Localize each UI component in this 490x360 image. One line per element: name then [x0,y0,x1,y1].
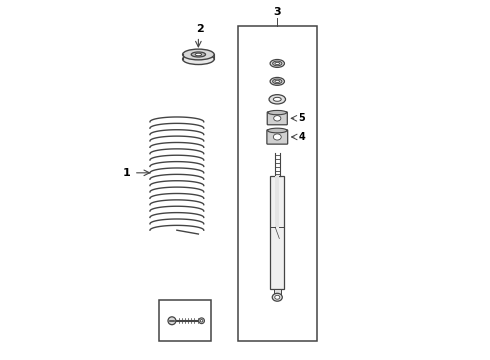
Ellipse shape [183,54,214,64]
Ellipse shape [275,80,280,82]
Ellipse shape [269,95,286,104]
FancyBboxPatch shape [267,112,287,125]
Ellipse shape [183,49,214,60]
Text: 4: 4 [298,132,305,142]
Text: 3: 3 [273,7,281,17]
Ellipse shape [273,97,281,101]
Ellipse shape [268,128,287,133]
Ellipse shape [274,116,281,121]
Ellipse shape [200,319,203,322]
Ellipse shape [275,62,280,64]
Ellipse shape [270,77,285,85]
Bar [159,300,211,341]
Ellipse shape [273,134,281,140]
Ellipse shape [199,318,204,324]
Ellipse shape [272,79,282,84]
Ellipse shape [275,295,280,299]
Ellipse shape [168,317,176,325]
Ellipse shape [191,52,205,57]
Text: 2: 2 [196,24,204,34]
Text: 5: 5 [298,113,305,123]
Ellipse shape [268,111,287,115]
Text: 1: 1 [122,168,130,178]
Bar [275,176,279,227]
FancyBboxPatch shape [267,130,288,144]
Bar [274,289,281,296]
Ellipse shape [195,53,201,56]
Bar [270,176,284,289]
Ellipse shape [272,293,282,301]
Ellipse shape [272,61,282,66]
Ellipse shape [270,59,285,67]
Bar [238,26,317,341]
